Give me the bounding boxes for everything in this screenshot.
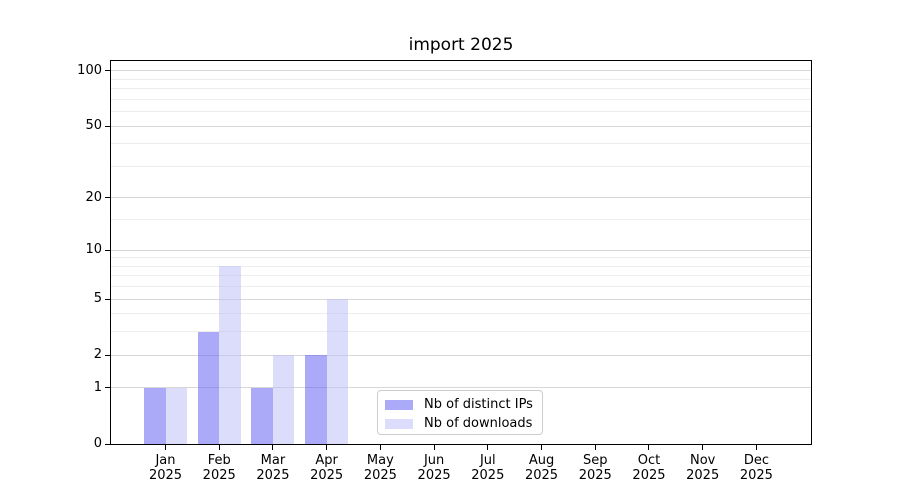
y-tick-label: 10 xyxy=(85,242,102,258)
gridline-minor xyxy=(111,88,811,90)
x-tick-mark xyxy=(272,445,274,450)
y-tick-mark xyxy=(105,70,110,72)
gridline-major xyxy=(111,298,811,300)
legend-swatch-downloads xyxy=(385,419,413,429)
x-tick-label: Aug 2025 xyxy=(524,453,559,483)
gridline-major xyxy=(111,197,811,199)
y-tick-mark xyxy=(105,387,110,389)
gridline-minor xyxy=(111,286,811,288)
x-tick-label: Dec 2025 xyxy=(739,453,773,483)
x-tick-label: Apr 2025 xyxy=(310,453,344,483)
bar-downloads xyxy=(272,355,295,444)
bar-distinct-ips xyxy=(251,387,273,444)
bar-downloads xyxy=(219,266,241,444)
y-tick-label: 100 xyxy=(77,62,102,78)
x-tick-mark xyxy=(379,445,381,450)
bar-downloads xyxy=(326,299,349,444)
y-tick-mark xyxy=(105,354,110,356)
bar-distinct-ips xyxy=(144,387,166,444)
gridline-minor xyxy=(111,219,811,221)
legend: Nb of distinct IPs Nb of downloads xyxy=(377,390,543,435)
legend-label-distinct-ips: Nb of distinct IPs xyxy=(424,397,533,412)
y-tick-label: 5 xyxy=(93,291,102,307)
gridline-minor xyxy=(111,78,811,80)
x-tick-label: Sep 2025 xyxy=(578,453,612,483)
legend-item-distinct-ips: Nb of distinct IPs xyxy=(385,397,542,413)
gridline-major xyxy=(111,249,811,251)
gridline-minor xyxy=(111,111,811,113)
x-tick-mark xyxy=(755,445,757,450)
gridline-major xyxy=(111,125,811,127)
x-tick-mark xyxy=(433,445,435,450)
y-tick-mark xyxy=(105,443,110,445)
gridline-minor xyxy=(111,313,811,315)
y-tick-mark xyxy=(105,249,110,251)
y-tick-label: 20 xyxy=(85,189,102,205)
y-tick-label: 1 xyxy=(93,379,102,395)
legend-item-downloads: Nb of downloads xyxy=(385,416,542,432)
x-tick-mark xyxy=(326,445,328,450)
gridline-major xyxy=(111,70,811,72)
x-tick-label: Oct 2025 xyxy=(632,453,666,483)
y-axis: 0 1 2 5 10 20 50 100 xyxy=(0,61,110,451)
gridline-minor xyxy=(111,165,811,167)
x-axis: Jan 2025 Feb 2025 Mar 2025 Apr 2025 May 2025 Jun 20… xyxy=(111,445,811,495)
x-tick-label: Nov 2025 xyxy=(686,453,720,483)
x-tick-label: May 2025 xyxy=(363,453,397,483)
y-tick-label: 0 xyxy=(93,436,102,451)
gridline-minor xyxy=(111,257,811,259)
plot-area: Nb of distinct IPs Nb of downloads xyxy=(110,60,812,445)
y-tick-label: 50 xyxy=(85,118,102,134)
x-tick-label: Jul 2025 xyxy=(471,453,505,483)
bar-distinct-ips xyxy=(197,331,220,444)
y-tick-mark xyxy=(105,197,110,199)
x-tick-mark xyxy=(702,445,704,450)
legend-label-downloads: Nb of downloads xyxy=(424,416,533,431)
chart-title: import 2025 xyxy=(408,35,514,55)
x-tick-label: Mar 2025 xyxy=(256,453,290,483)
x-tick-label: Jan 2025 xyxy=(148,453,183,483)
y-tick-mark xyxy=(105,125,110,127)
legend-swatch-distinct-ips xyxy=(385,400,413,410)
gridline-minor xyxy=(111,275,811,277)
y-tick-mark xyxy=(105,298,110,300)
x-tick-label: Feb 2025 xyxy=(202,453,236,483)
x-tick-mark xyxy=(218,445,220,450)
x-tick-mark xyxy=(487,445,489,450)
bar-distinct-ips xyxy=(305,355,327,444)
x-tick-mark xyxy=(541,445,543,450)
gridline-major xyxy=(111,354,811,356)
bar-downloads xyxy=(165,387,187,444)
y-tick-label: 2 xyxy=(93,347,102,363)
gridline-minor xyxy=(111,143,811,145)
x-tick-mark xyxy=(594,445,596,450)
gridline-minor xyxy=(111,331,811,333)
gridline-minor xyxy=(111,265,811,267)
x-tick-mark xyxy=(165,445,166,450)
gridline-major xyxy=(111,387,811,389)
gridline-minor xyxy=(111,98,811,100)
x-tick-label: Jun 2025 xyxy=(417,453,451,483)
x-tick-mark xyxy=(648,445,650,450)
